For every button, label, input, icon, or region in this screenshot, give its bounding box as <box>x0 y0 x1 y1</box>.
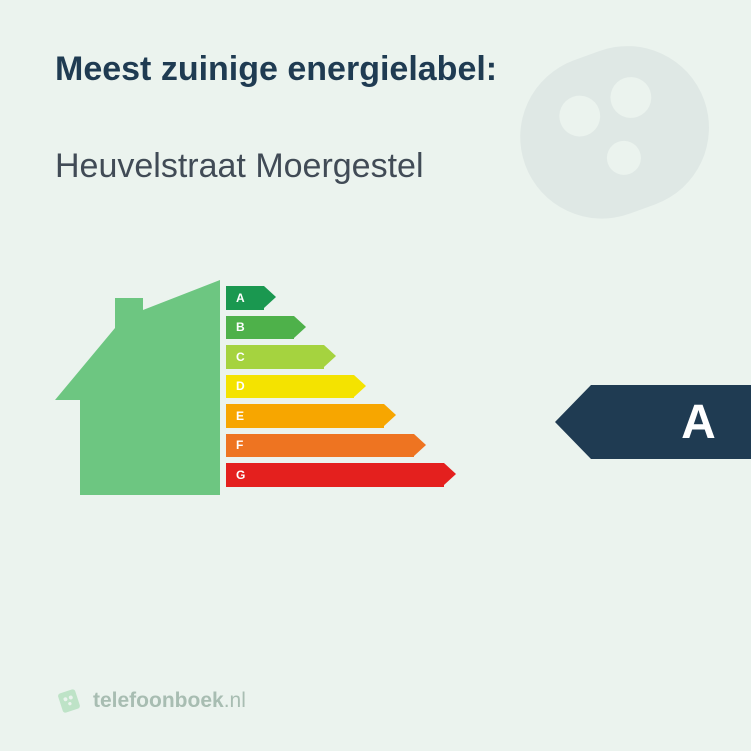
energy-bar-c: C <box>226 345 324 369</box>
energy-bar-row: B <box>226 316 444 340</box>
energy-bar-label: D <box>236 379 245 393</box>
footer-brand-tld: .nl <box>224 689 246 712</box>
energy-bar-row: E <box>226 404 444 428</box>
energy-bar-row: C <box>226 345 444 369</box>
energy-bar-row: A <box>226 286 444 310</box>
energy-bar-g: G <box>226 463 444 487</box>
energy-bar-label: C <box>236 350 245 364</box>
energy-bar-row: G <box>226 463 444 487</box>
page-title: Meest zuinige energielabel: <box>55 50 696 89</box>
energy-bar-e: E <box>226 404 384 428</box>
rating-letter: A <box>681 395 716 450</box>
energy-bar-label: B <box>236 320 245 334</box>
energy-bar-label: A <box>236 291 245 305</box>
house-icon <box>55 280 220 495</box>
energy-bar-b: B <box>226 316 294 340</box>
energy-label-chart: A B C D E F G <box>55 286 696 687</box>
location-subtitle: Heuvelstraat Moergestel <box>55 147 696 186</box>
energy-bar-d: D <box>226 375 354 399</box>
footer: telefoonboek.nl <box>55 687 696 715</box>
energy-bar-a: A <box>226 286 264 310</box>
energy-bar-label: G <box>236 468 245 482</box>
energy-bar-label: F <box>236 438 243 452</box>
energy-bar-row: D <box>226 375 444 399</box>
footer-brand: telefoonboek.nl <box>93 689 246 713</box>
energy-bars: A B C D E F G <box>226 286 444 493</box>
footer-brand-name: telefoonboek <box>93 689 224 712</box>
rating-badge: A <box>591 385 751 459</box>
energy-bar-label: E <box>236 409 244 423</box>
energy-bar-row: F <box>226 434 444 458</box>
phonebook-icon <box>55 687 83 715</box>
energy-bar-f: F <box>226 434 414 458</box>
